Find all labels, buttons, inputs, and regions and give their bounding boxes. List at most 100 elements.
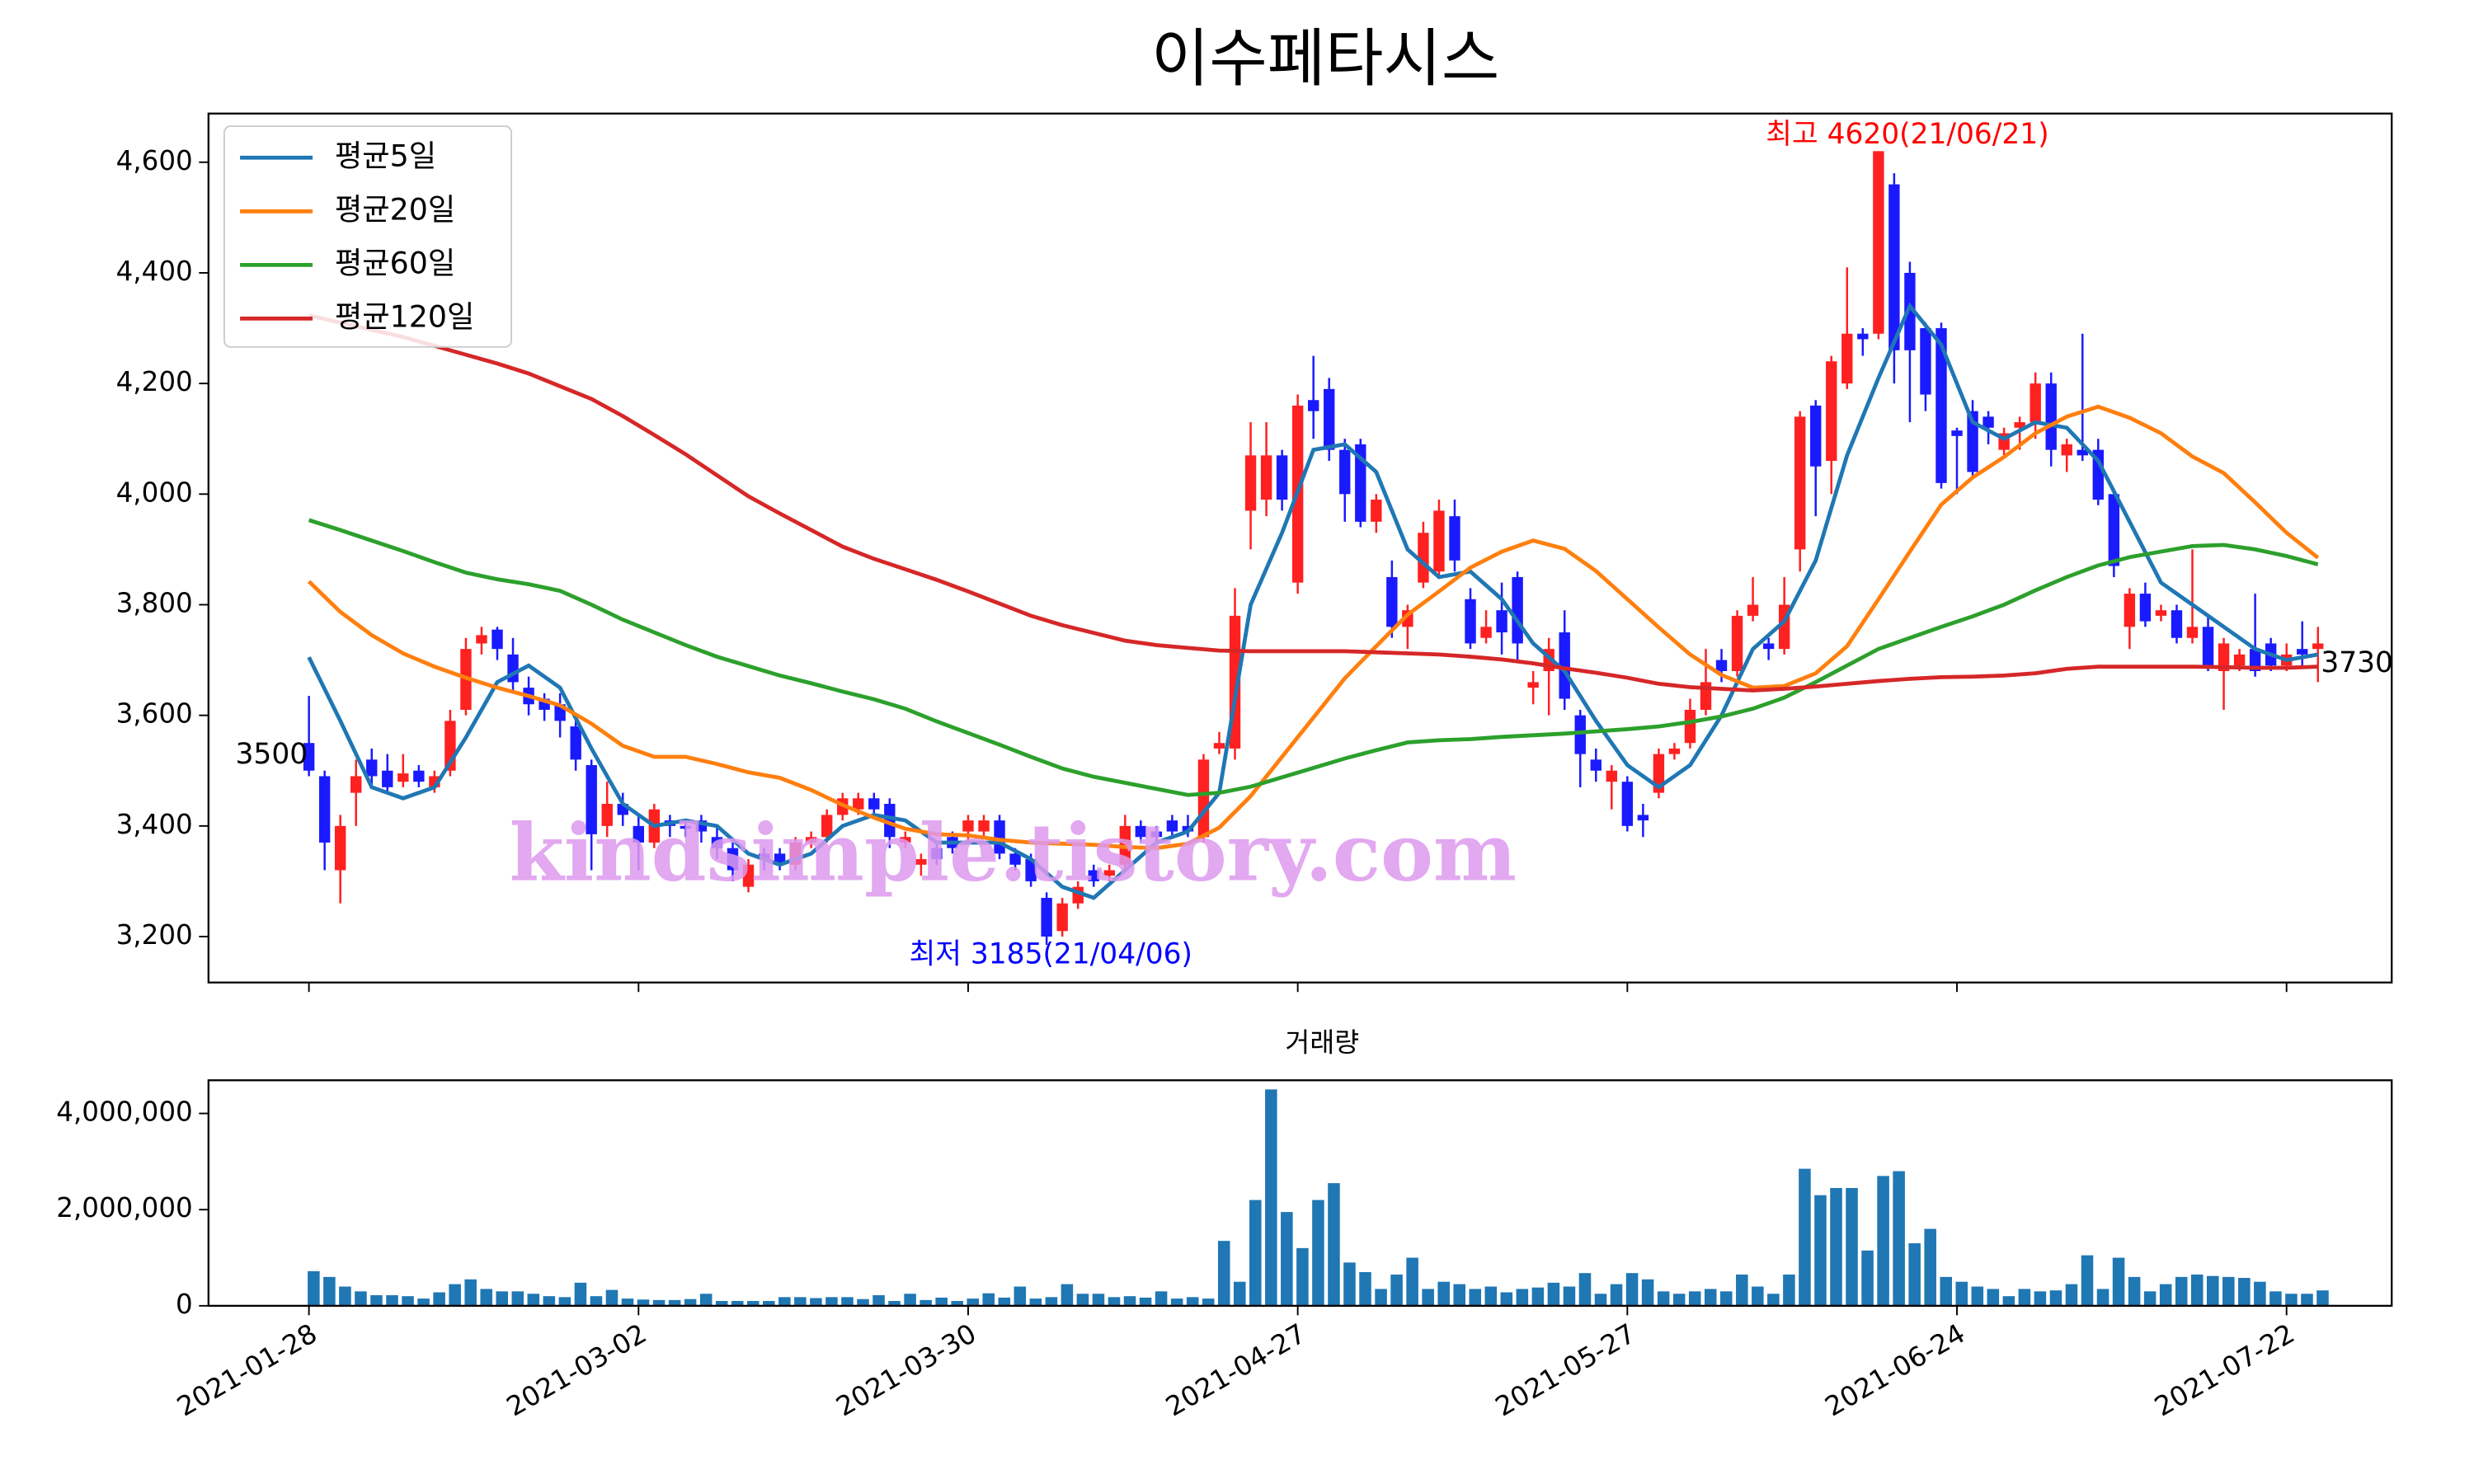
volume-bar [1531,1287,1545,1306]
candle-body [1873,151,1884,334]
candle-body [2202,627,2214,666]
candle-body [1590,759,1602,771]
candle-body [476,635,487,644]
volume-bar [2285,1294,2298,1306]
volume-bar [1155,1291,1168,1306]
candle-body [366,759,378,777]
candle-body [1967,411,1978,472]
volume-bar [825,1297,838,1306]
volume-bar [2034,1291,2047,1306]
axes-frame [207,112,2393,984]
candle-body [711,837,723,848]
volume-bar [2316,1290,2329,1306]
candle-body [1025,859,1037,881]
y-tick-label: 4,000,000 [56,1097,192,1128]
candle-body [1826,361,1837,462]
volume-bar [2301,1294,2313,1306]
candle-body [821,815,833,838]
candle-body [1371,500,1382,522]
volume-bar [668,1299,681,1306]
legend-box [223,125,513,348]
volume-bar [590,1296,603,1306]
candle-body [2218,643,2230,671]
volume-bar [1437,1281,1450,1306]
candle-body [900,837,911,843]
candle-body [1794,416,1806,550]
volume-bar [2207,1275,2219,1306]
volume-bar [2002,1296,2015,1306]
volume-bar [574,1282,587,1306]
candle-body [1888,184,1900,350]
candle-body [1982,416,1994,428]
volume-bar [2238,1278,2251,1306]
volume-bar [2096,1289,2109,1306]
volume-bar [2128,1276,2141,1306]
candle-body [1355,444,1366,522]
volume-bar [1265,1089,1277,1306]
volume-bar [1281,1212,1293,1306]
chart-title: 이수페타시스 [1151,22,1499,96]
candle-body [2030,383,2041,423]
volume-bar [1406,1257,1418,1306]
volume-bar [1422,1289,1434,1306]
volume-bar [2222,1276,2235,1306]
price-plot: 3,200 3,400 3,600 3,800 4,000 4,200 4,400 4,600… [116,112,2393,993]
candle-body [1339,449,1351,495]
volume-bar [1720,1291,1733,1306]
legend-label: 평균5일 [335,138,436,173]
candle-body [2014,422,2025,428]
volume-bar [1139,1297,1152,1306]
volume-bar [1296,1247,1309,1306]
candle-body [1574,715,1586,754]
volume-bar [511,1291,524,1306]
watermark: kindsimple.tistory.com [510,805,1517,899]
candle-body [1386,576,1398,627]
volume-bar [1170,1298,1183,1306]
volume-bar [1328,1183,1340,1306]
y-tick-label: 4,000 [116,477,193,508]
volume-bar [967,1298,979,1306]
candle-body [1951,430,1963,436]
candle-body [1056,903,1068,932]
volume-bar [464,1279,477,1306]
candle-body [1935,328,1947,483]
volume-bar [778,1297,791,1306]
candle-body [1715,660,1728,671]
volume-bar [1767,1294,1780,1306]
volume-bar [1029,1298,1042,1306]
candle-body [1465,599,1476,644]
candle-body [1527,682,1539,688]
ma-line [307,404,2320,851]
volume-bar [1014,1286,1027,1306]
volume-bar [2143,1291,2157,1306]
volume-bar [1940,1276,1952,1306]
candle-body [1731,615,1743,671]
high-annotation: 최고 4620(21/06/21) [1766,118,2048,151]
candle-body [1418,533,1429,583]
volume-bar [2065,1284,2078,1306]
volume-bar [1846,1187,1858,1306]
volume-bar [794,1297,807,1306]
volume-bar [1861,1250,1874,1306]
volume-bar [1484,1286,1498,1306]
candle-body [2077,449,2088,456]
y-tick-label: 4,200 [116,366,193,397]
volume-bar [998,1297,1011,1306]
volume-bar [2081,1255,2094,1306]
volume-bar [496,1291,509,1306]
candle-body [570,726,581,760]
candle-body [413,770,425,782]
volume-bar [1610,1284,1623,1306]
volume-bar [810,1298,822,1306]
legend-label: 평균120일 [335,298,475,334]
last-close-label: 3730 [2321,646,2393,679]
volume-bar [1108,1297,1121,1306]
candle-body [853,798,864,810]
candle-body [2155,610,2167,616]
candle-body [2139,594,2152,622]
candle-body [2061,444,2072,456]
candle-body [601,804,613,826]
candle-body [1009,853,1021,865]
candle-body [633,825,644,843]
volume-bar [920,1299,932,1306]
